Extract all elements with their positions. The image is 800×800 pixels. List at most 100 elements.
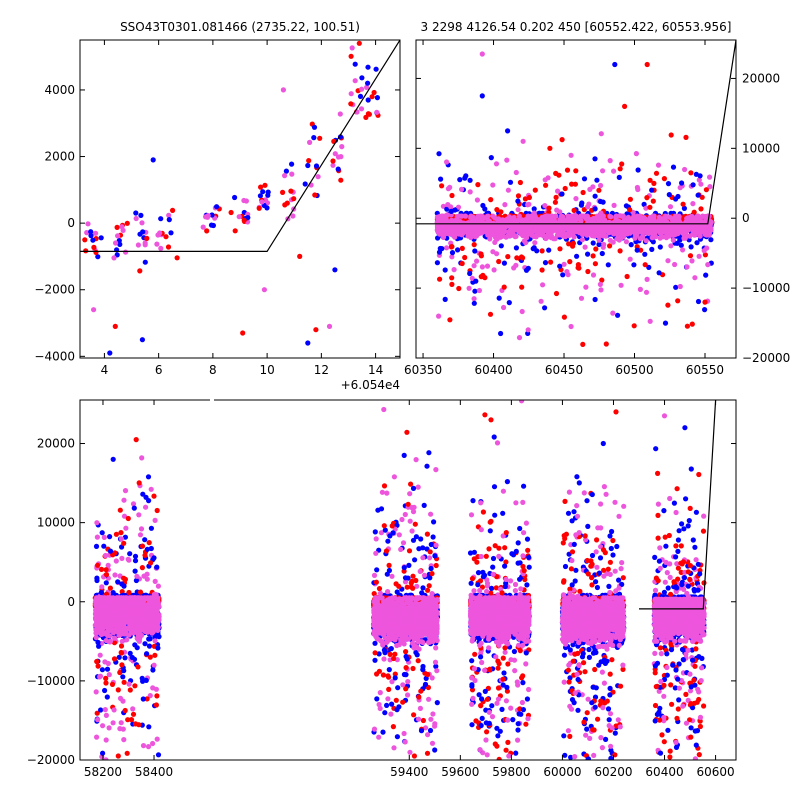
data-point (690, 201, 696, 207)
data-point (283, 168, 289, 174)
data-point (100, 723, 106, 729)
data-point (153, 702, 159, 708)
data-point (85, 221, 91, 227)
data-point (349, 45, 355, 51)
data-point (532, 187, 538, 193)
y-tick-label: 4000 (44, 83, 75, 97)
data-point (514, 225, 520, 231)
data-point (467, 270, 473, 277)
data-point (690, 182, 696, 188)
data-point (335, 166, 341, 172)
data-point (137, 268, 143, 274)
data-point (456, 285, 462, 292)
data-point (110, 720, 116, 726)
data-point (103, 580, 109, 586)
data-point (619, 161, 625, 167)
data-point (338, 177, 344, 183)
data-point (455, 247, 461, 253)
data-point (115, 233, 121, 239)
data-point (243, 198, 249, 204)
data-point (540, 230, 546, 236)
data-point (453, 230, 459, 236)
data-point (214, 204, 220, 210)
data-point (497, 229, 503, 235)
data-point (451, 267, 457, 273)
outlier-point (520, 138, 526, 144)
data-point (369, 94, 375, 100)
data-point (444, 206, 450, 212)
data-point (613, 215, 619, 221)
x-offset-label: +6.054e4 (341, 378, 400, 392)
data-point (680, 201, 686, 207)
data-point (578, 295, 585, 301)
data-point (145, 474, 152, 480)
data-point (580, 189, 586, 196)
data-point (692, 227, 698, 233)
data-point (119, 555, 125, 562)
data-point (623, 239, 630, 245)
data-point (312, 192, 318, 198)
data-point (332, 151, 338, 157)
y-tick-label: −20000 (742, 351, 790, 365)
data-point (93, 230, 99, 236)
outlier-point (568, 323, 574, 330)
data-point (596, 237, 602, 243)
data-point (291, 196, 297, 202)
data-point (127, 687, 133, 693)
data-point (539, 248, 545, 254)
data-point (627, 230, 633, 236)
data-point (138, 526, 145, 532)
data-point (515, 193, 522, 199)
data-point (449, 254, 455, 260)
data-point (555, 225, 561, 231)
data-point (144, 651, 150, 657)
data-point (617, 248, 623, 254)
data-point (348, 91, 354, 97)
data-point (687, 253, 694, 259)
data-point (232, 194, 238, 201)
data-point (469, 275, 475, 281)
data-point (109, 681, 116, 688)
data-point (505, 254, 511, 260)
data-point (644, 195, 650, 201)
data-point (130, 706, 136, 712)
data-point (617, 225, 623, 231)
data-point (665, 181, 672, 187)
data-point (559, 191, 565, 197)
data-point (619, 213, 625, 219)
data-point (598, 131, 604, 137)
outlier-point (688, 170, 694, 176)
data-point (93, 249, 99, 255)
data-point (542, 305, 548, 311)
data-point (687, 233, 693, 239)
y-tick-label: 20000 (742, 71, 780, 85)
data-point (548, 259, 554, 265)
data-point (478, 251, 484, 257)
data-point (330, 162, 336, 168)
data-point (97, 652, 103, 658)
data-point (348, 101, 354, 107)
data-point (555, 188, 561, 194)
data-point (571, 207, 577, 213)
data-point (647, 204, 653, 210)
data-point (574, 253, 580, 259)
data-point (478, 274, 484, 280)
data-point (264, 205, 270, 211)
data-point (698, 206, 704, 212)
data-point (94, 534, 100, 540)
data-point (678, 242, 684, 248)
data-point (516, 213, 522, 219)
data-point (117, 241, 123, 247)
data-point (102, 687, 108, 694)
plot-area (92, 400, 717, 760)
data-point (670, 237, 676, 243)
data-point (123, 525, 129, 531)
data-point (208, 222, 215, 228)
data-point (522, 227, 528, 233)
data-point (608, 214, 614, 220)
data-point (479, 216, 485, 222)
outlier-point (297, 253, 303, 259)
data-point (119, 662, 125, 668)
data-point (144, 235, 150, 241)
